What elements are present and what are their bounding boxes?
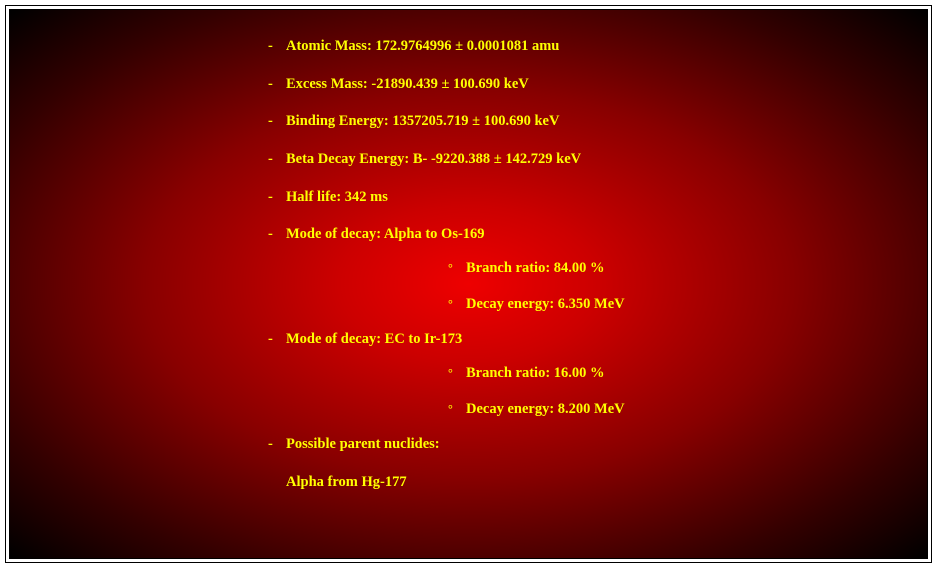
- decay-energy: ° Decay energy: 8.200 MeV: [448, 401, 625, 418]
- dash-bullet: -: [268, 331, 286, 348]
- branch-ratio: ° Branch ratio: 84.00 %: [448, 260, 625, 277]
- sub-text: Branch ratio: 16.00 %: [466, 365, 605, 382]
- property-text: Atomic Mass: 172.9764996 ± 0.0001081 amu: [286, 38, 559, 55]
- ring-bullet: °: [448, 367, 466, 381]
- property-excess-mass: - Excess Mass: -21890.439 ± 100.690 keV: [268, 76, 625, 93]
- decay-ec-details: ° Branch ratio: 16.00 % ° Decay energy: …: [448, 365, 625, 417]
- parent-nuclide-line: Alpha from Hg-177: [286, 474, 625, 491]
- property-binding-energy: - Binding Energy: 1357205.719 ± 100.690 …: [268, 113, 625, 130]
- dash-bullet: -: [268, 113, 286, 130]
- sub-text: Branch ratio: 84.00 %: [466, 260, 605, 277]
- parent-nuclide-text: Alpha from Hg-177: [286, 474, 407, 490]
- property-decay-ec: - Mode of decay: EC to Ir-173: [268, 331, 625, 348]
- property-half-life: - Half life: 342 ms: [268, 189, 625, 206]
- property-parent-nuclides: - Possible parent nuclides:: [268, 436, 625, 453]
- ring-bullet: °: [448, 298, 466, 312]
- property-text: Mode of decay: EC to Ir-173: [286, 331, 462, 348]
- property-atomic-mass: - Atomic Mass: 172.9764996 ± 0.0001081 a…: [268, 38, 625, 55]
- dash-bullet: -: [268, 76, 286, 93]
- dash-bullet: -: [268, 436, 286, 453]
- outer-frame: - Atomic Mass: 172.9764996 ± 0.0001081 a…: [5, 5, 932, 563]
- property-text: Possible parent nuclides:: [286, 436, 440, 453]
- property-text: Excess Mass: -21890.439 ± 100.690 keV: [286, 76, 529, 93]
- dash-bullet: -: [268, 38, 286, 55]
- branch-ratio: ° Branch ratio: 16.00 %: [448, 365, 625, 382]
- dash-bullet: -: [268, 189, 286, 206]
- decay-alpha-details: ° Branch ratio: 84.00 % ° Decay energy: …: [448, 260, 625, 312]
- property-text: Binding Energy: 1357205.719 ± 100.690 ke…: [286, 113, 559, 130]
- sub-text: Decay energy: 6.350 MeV: [466, 296, 625, 313]
- property-text: Mode of decay: Alpha to Os-169: [286, 226, 485, 243]
- ring-bullet: °: [448, 403, 466, 417]
- property-text: Half life: 342 ms: [286, 189, 388, 206]
- dash-bullet: -: [268, 151, 286, 168]
- dash-bullet: -: [268, 226, 286, 243]
- inner-frame: - Atomic Mass: 172.9764996 ± 0.0001081 a…: [9, 9, 928, 559]
- sub-text: Decay energy: 8.200 MeV: [466, 401, 625, 418]
- property-decay-alpha: - Mode of decay: Alpha to Os-169: [268, 226, 625, 243]
- property-text: Beta Decay Energy: B- -9220.388 ± 142.72…: [286, 151, 581, 168]
- property-beta-decay: - Beta Decay Energy: B- -9220.388 ± 142.…: [268, 151, 625, 168]
- decay-energy: ° Decay energy: 6.350 MeV: [448, 296, 625, 313]
- nuclide-data-panel: - Atomic Mass: 172.9764996 ± 0.0001081 a…: [268, 38, 625, 512]
- ring-bullet: °: [448, 262, 466, 276]
